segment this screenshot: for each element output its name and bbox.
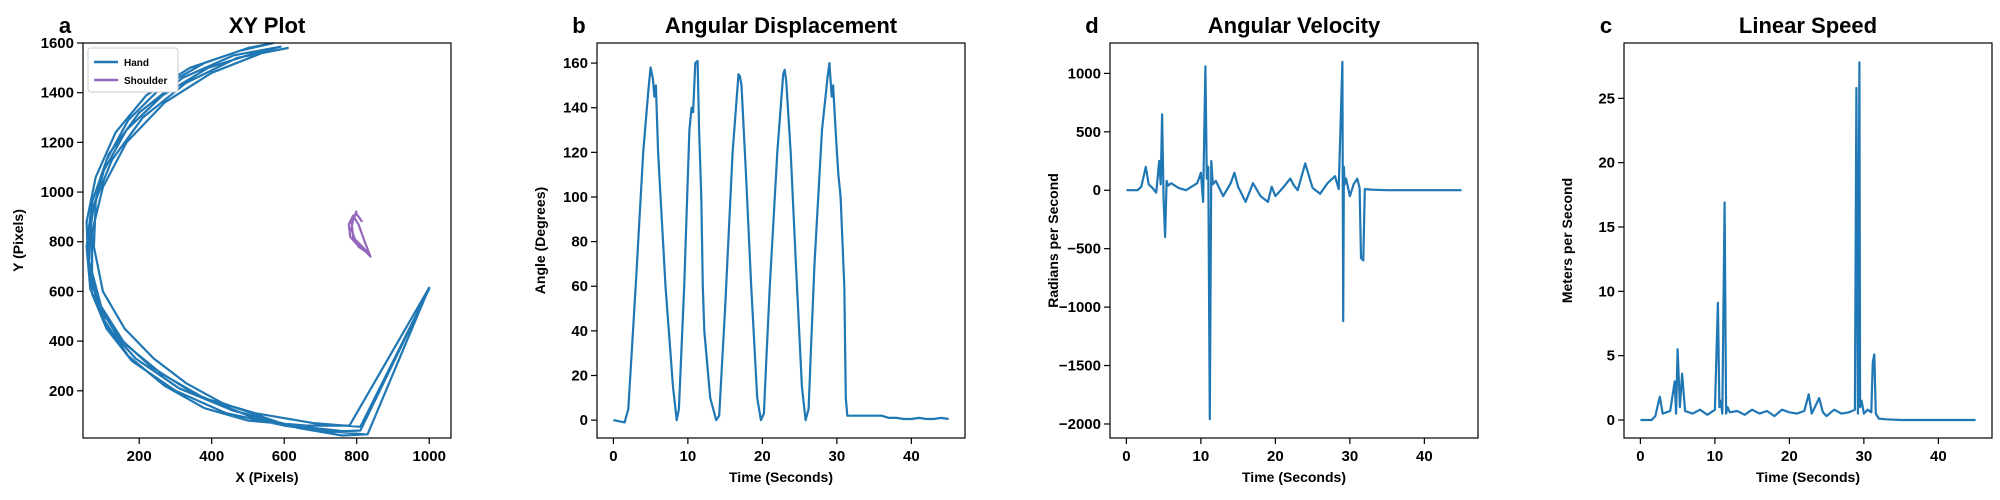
series-line-hand [85,43,431,437]
y-tick-label: 20 [571,368,588,385]
y-tick-label: 100 [563,189,588,206]
chart-title: Angular Velocity [1208,13,1381,38]
x-tick-label: 0 [609,448,617,465]
panel-letter: a [59,13,72,38]
y-tick-label: 800 [49,234,74,251]
x-tick-label: 30 [1342,448,1359,465]
y-tick-label: 1200 [41,134,74,151]
legend-label: Shoulder [124,76,167,87]
chart-title: XY Plot [229,13,306,38]
y-tick-label: 200 [49,383,74,400]
x-tick-label: 1000 [413,448,446,465]
x-axis-label: X (Pixels) [235,469,298,485]
x-tick-label: 10 [1707,448,1724,465]
x-tick-label: 10 [680,448,697,465]
y-tick-label: 40 [571,323,588,340]
y-tick-label: −1000 [1059,299,1101,316]
y-tick-label: 120 [563,144,588,161]
y-tick-label: −2000 [1059,416,1101,433]
y-tick-label: 0 [580,412,588,429]
panel-d: 0 10 20 30 40 1000 500 0 −500 −1000 −1500 −2000 Angu… [1045,13,1479,485]
x-tick-label: 0 [1122,448,1130,465]
x-axis-label: Time (Seconds) [729,469,833,485]
x-tick-label: 200 [127,448,152,465]
axes-frame [1109,42,1479,439]
y-tick-label: 140 [563,100,588,117]
y-tick-label: 1400 [41,85,74,102]
y-tick-label: 25 [1598,90,1615,107]
series-line-shoulder [347,210,372,258]
legend-label: Hand [124,58,149,69]
y-axis-label: Y (Pixels) [10,209,26,272]
x-tick-label: 20 [1267,448,1284,465]
axes-frame [1623,42,1993,439]
y-tick-label: 10 [1598,283,1615,300]
x-tick-label: 400 [199,448,224,465]
y-tick-label: 400 [49,333,74,350]
x-tick-label: 0 [1636,448,1644,465]
panel-c: 0 10 20 30 40 0 5 10 15 20 25 Linear Speed c Time (Se… [1559,13,1993,485]
x-axis-label: Time (Seconds) [1756,469,1860,485]
x-tick-label: 10 [1193,448,1210,465]
axes-frame [596,42,966,439]
y-tick-label: 80 [571,234,588,251]
y-tick-label: −1500 [1059,358,1101,375]
chart-title: Angular Displacement [665,13,898,38]
y-tick-label: 500 [1076,124,1101,141]
y-tick-label: 0 [1093,182,1101,199]
y-tick-label: 1000 [41,184,74,201]
y-tick-label: 60 [571,278,588,295]
panel-letter: c [1600,13,1612,38]
panel-letter: b [572,13,585,38]
y-tick-label: 20 [1598,155,1615,172]
x-tick-label: 20 [754,448,771,465]
y-tick-label: 5 [1607,348,1615,365]
panel-letter: d [1085,13,1098,38]
panel-b: 0 10 20 30 40 0 20 40 60 80 100 120 140 160 Angular Di… [532,13,966,485]
y-axis-label: Radians per Second [1045,173,1061,308]
x-tick-label: 40 [1930,448,1947,465]
x-tick-label: 30 [1856,448,1873,465]
series-line-c-0 [1640,61,1976,422]
x-tick-label: 600 [272,448,297,465]
legend: Hand Shoulder [87,47,179,93]
y-axis-label: Meters per Second [1559,178,1575,303]
series-line-d-0 [1126,60,1462,421]
series-line-b-0 [613,59,949,424]
chart-title: Linear Speed [1739,13,1877,38]
x-tick-label: 30 [829,448,846,465]
x-tick-label: 800 [344,448,369,465]
y-tick-label: 600 [49,283,74,300]
y-tick-label: 160 [563,55,588,72]
axes-frame [82,42,452,439]
y-tick-label: 15 [1598,219,1615,236]
y-tick-label: 0 [1607,412,1615,429]
y-tick-label: −500 [1067,241,1101,258]
x-axis-label: Time (Seconds) [1242,469,1346,485]
y-tick-label: 1600 [41,35,74,52]
x-tick-label: 20 [1781,448,1798,465]
panel-a: 200 400 600 800 1000 200 400 600 800 1000 1200 1400… [10,13,452,485]
y-tick-label: 1000 [1068,65,1101,82]
y-axis-label: Angle (Degrees) [532,187,548,294]
x-tick-label: 40 [1416,448,1433,465]
x-tick-label: 40 [903,448,920,465]
